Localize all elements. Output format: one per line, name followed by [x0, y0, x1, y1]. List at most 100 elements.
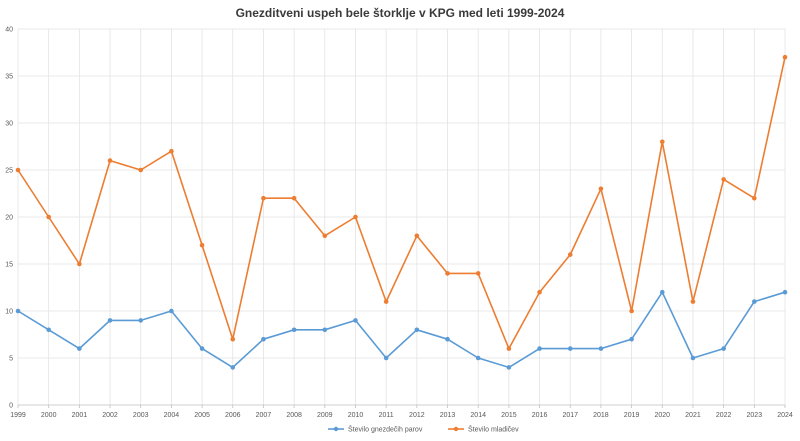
data-point [322, 327, 328, 333]
data-point [414, 327, 420, 333]
data-point [261, 336, 266, 342]
data-point [537, 289, 542, 295]
legend-entry-1: Število gnezdečih parov [328, 425, 423, 434]
data-point [782, 289, 788, 295]
x-tick-label: 2016 [532, 412, 548, 419]
y-tick-label: 0 [9, 403, 13, 410]
data-point [782, 54, 788, 60]
data-point [383, 355, 389, 361]
data-point [659, 289, 665, 295]
data-point [598, 346, 604, 351]
data-point [690, 355, 696, 361]
data-point [475, 271, 481, 276]
x-tick-label: 2006 [225, 412, 241, 419]
y-tick-label: 15 [5, 262, 13, 269]
x-tick-label: 2024 [777, 412, 793, 419]
chart-title: Gnezditveni uspeh bele štorklje v KPG me… [236, 6, 565, 20]
y-tick-label: 5 [9, 356, 13, 363]
series-1 [15, 289, 788, 370]
data-point [230, 365, 236, 370]
y-tick-label: 20 [5, 215, 13, 222]
data-point [77, 261, 82, 267]
legend-marker [333, 426, 339, 432]
x-tick-label: 2020 [654, 412, 670, 419]
series-2 [15, 54, 788, 351]
x-tick-label: 2005 [194, 412, 210, 419]
data-point [537, 346, 542, 351]
y-tick-label: 35 [5, 74, 13, 81]
data-point [46, 327, 51, 333]
data-point [107, 158, 113, 163]
data-point [506, 346, 512, 351]
data-point [721, 177, 726, 182]
data-point [506, 365, 512, 370]
x-tick-label: 2004 [164, 412, 180, 419]
x-tick-label: 2021 [685, 412, 701, 419]
y-tick-label: 25 [5, 168, 13, 175]
data-point [445, 336, 450, 342]
data-point [291, 195, 297, 201]
data-point [445, 271, 450, 276]
data-point [199, 346, 205, 351]
x-tick-label: 2007 [256, 412, 272, 419]
x-tick-label: 1999 [10, 412, 26, 419]
data-point [475, 355, 481, 361]
data-point [383, 299, 389, 304]
gridlines [17, 28, 786, 405]
data-point [629, 336, 634, 342]
data-point [322, 233, 328, 239]
data-point [752, 299, 757, 304]
data-point [291, 327, 297, 333]
data-point [598, 186, 604, 192]
data-point [169, 308, 174, 314]
data-point [230, 336, 236, 342]
data-point [15, 167, 21, 173]
legend-entry-2: Število mladičev [448, 425, 519, 434]
data-point [169, 148, 174, 154]
data-point [629, 308, 634, 314]
legend-marker [453, 426, 459, 432]
x-tick-label: 2003 [133, 412, 149, 419]
x-tick-label: 2008 [286, 412, 302, 419]
x-tick-label: 2014 [470, 412, 486, 419]
axes: 0 5 10 15 20 25 30 35 40 1999 2000 2001 2002 2003 2004… [5, 27, 793, 420]
data-point [261, 195, 266, 201]
data-point [138, 318, 144, 323]
data-point [199, 242, 205, 248]
x-tick-label: 2022 [716, 412, 732, 419]
y-tick-label: 40 [5, 27, 13, 34]
series-line [17, 57, 786, 350]
data-point [15, 308, 21, 314]
y-tick-label: 10 [5, 309, 13, 316]
x-tick-label: 2001 [72, 412, 88, 419]
x-tick-label: 2009 [317, 412, 333, 419]
x-tick-label: 2023 [747, 412, 763, 419]
y-tick-label: 30 [5, 121, 13, 128]
x-tick-label: 2015 [501, 412, 517, 419]
data-point [138, 167, 144, 173]
data-point [77, 346, 82, 351]
legend: Število gnezdečih parov Število mladičev [328, 425, 519, 434]
data-point [567, 346, 573, 351]
series-lines [15, 54, 788, 370]
data-point [107, 318, 113, 323]
x-tick-label: 2012 [409, 412, 425, 419]
data-point [46, 214, 51, 220]
data-point [721, 346, 726, 351]
legend-label: Število gnezdečih parov [348, 425, 423, 434]
x-tick-label: 2010 [348, 412, 364, 419]
data-point [690, 299, 696, 304]
x-tick-label: 2017 [562, 412, 578, 419]
data-point [414, 233, 420, 239]
data-point [659, 139, 665, 145]
x-tick-label: 2002 [102, 412, 118, 419]
data-point [567, 252, 573, 257]
data-point [353, 318, 358, 323]
data-point [353, 214, 358, 220]
x-tick-label: 2013 [440, 412, 456, 419]
data-point [752, 195, 757, 201]
legend-label: Število mladičev [468, 425, 519, 434]
x-tick-label: 2000 [41, 412, 57, 419]
x-tick-label: 2018 [593, 412, 609, 419]
